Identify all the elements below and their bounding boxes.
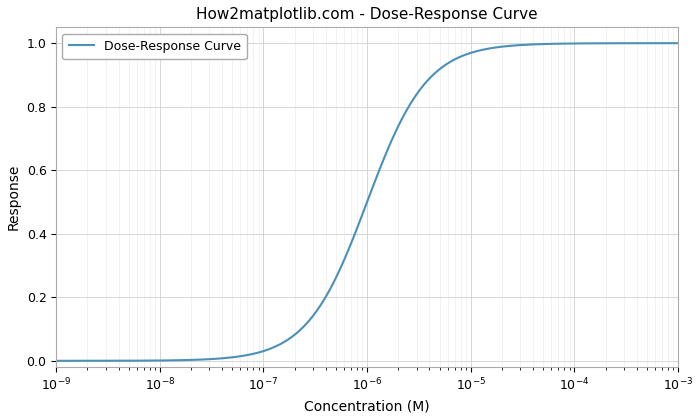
Dose-Response Curve xyxy=(52,358,60,363)
Dose-Response Curve xyxy=(479,47,487,52)
X-axis label: Concentration (M): Concentration (M) xyxy=(304,399,430,413)
Dose-Response Curve xyxy=(116,358,124,363)
Y-axis label: Response: Response xyxy=(7,164,21,231)
Legend: Dose-Response Curve: Dose-Response Curve xyxy=(62,34,247,59)
Dose-Response Curve xyxy=(537,42,545,47)
Dose-Response Curve xyxy=(326,287,335,292)
Dose-Response Curve xyxy=(303,320,312,325)
Title: How2matplotlib.com - Dose-Response Curve: How2matplotlib.com - Dose-Response Curve xyxy=(196,7,538,22)
Line: Dose-Response Curve: Dose-Response Curve xyxy=(56,43,678,361)
Dose-Response Curve xyxy=(548,41,556,46)
Dose-Response Curve xyxy=(673,41,682,46)
